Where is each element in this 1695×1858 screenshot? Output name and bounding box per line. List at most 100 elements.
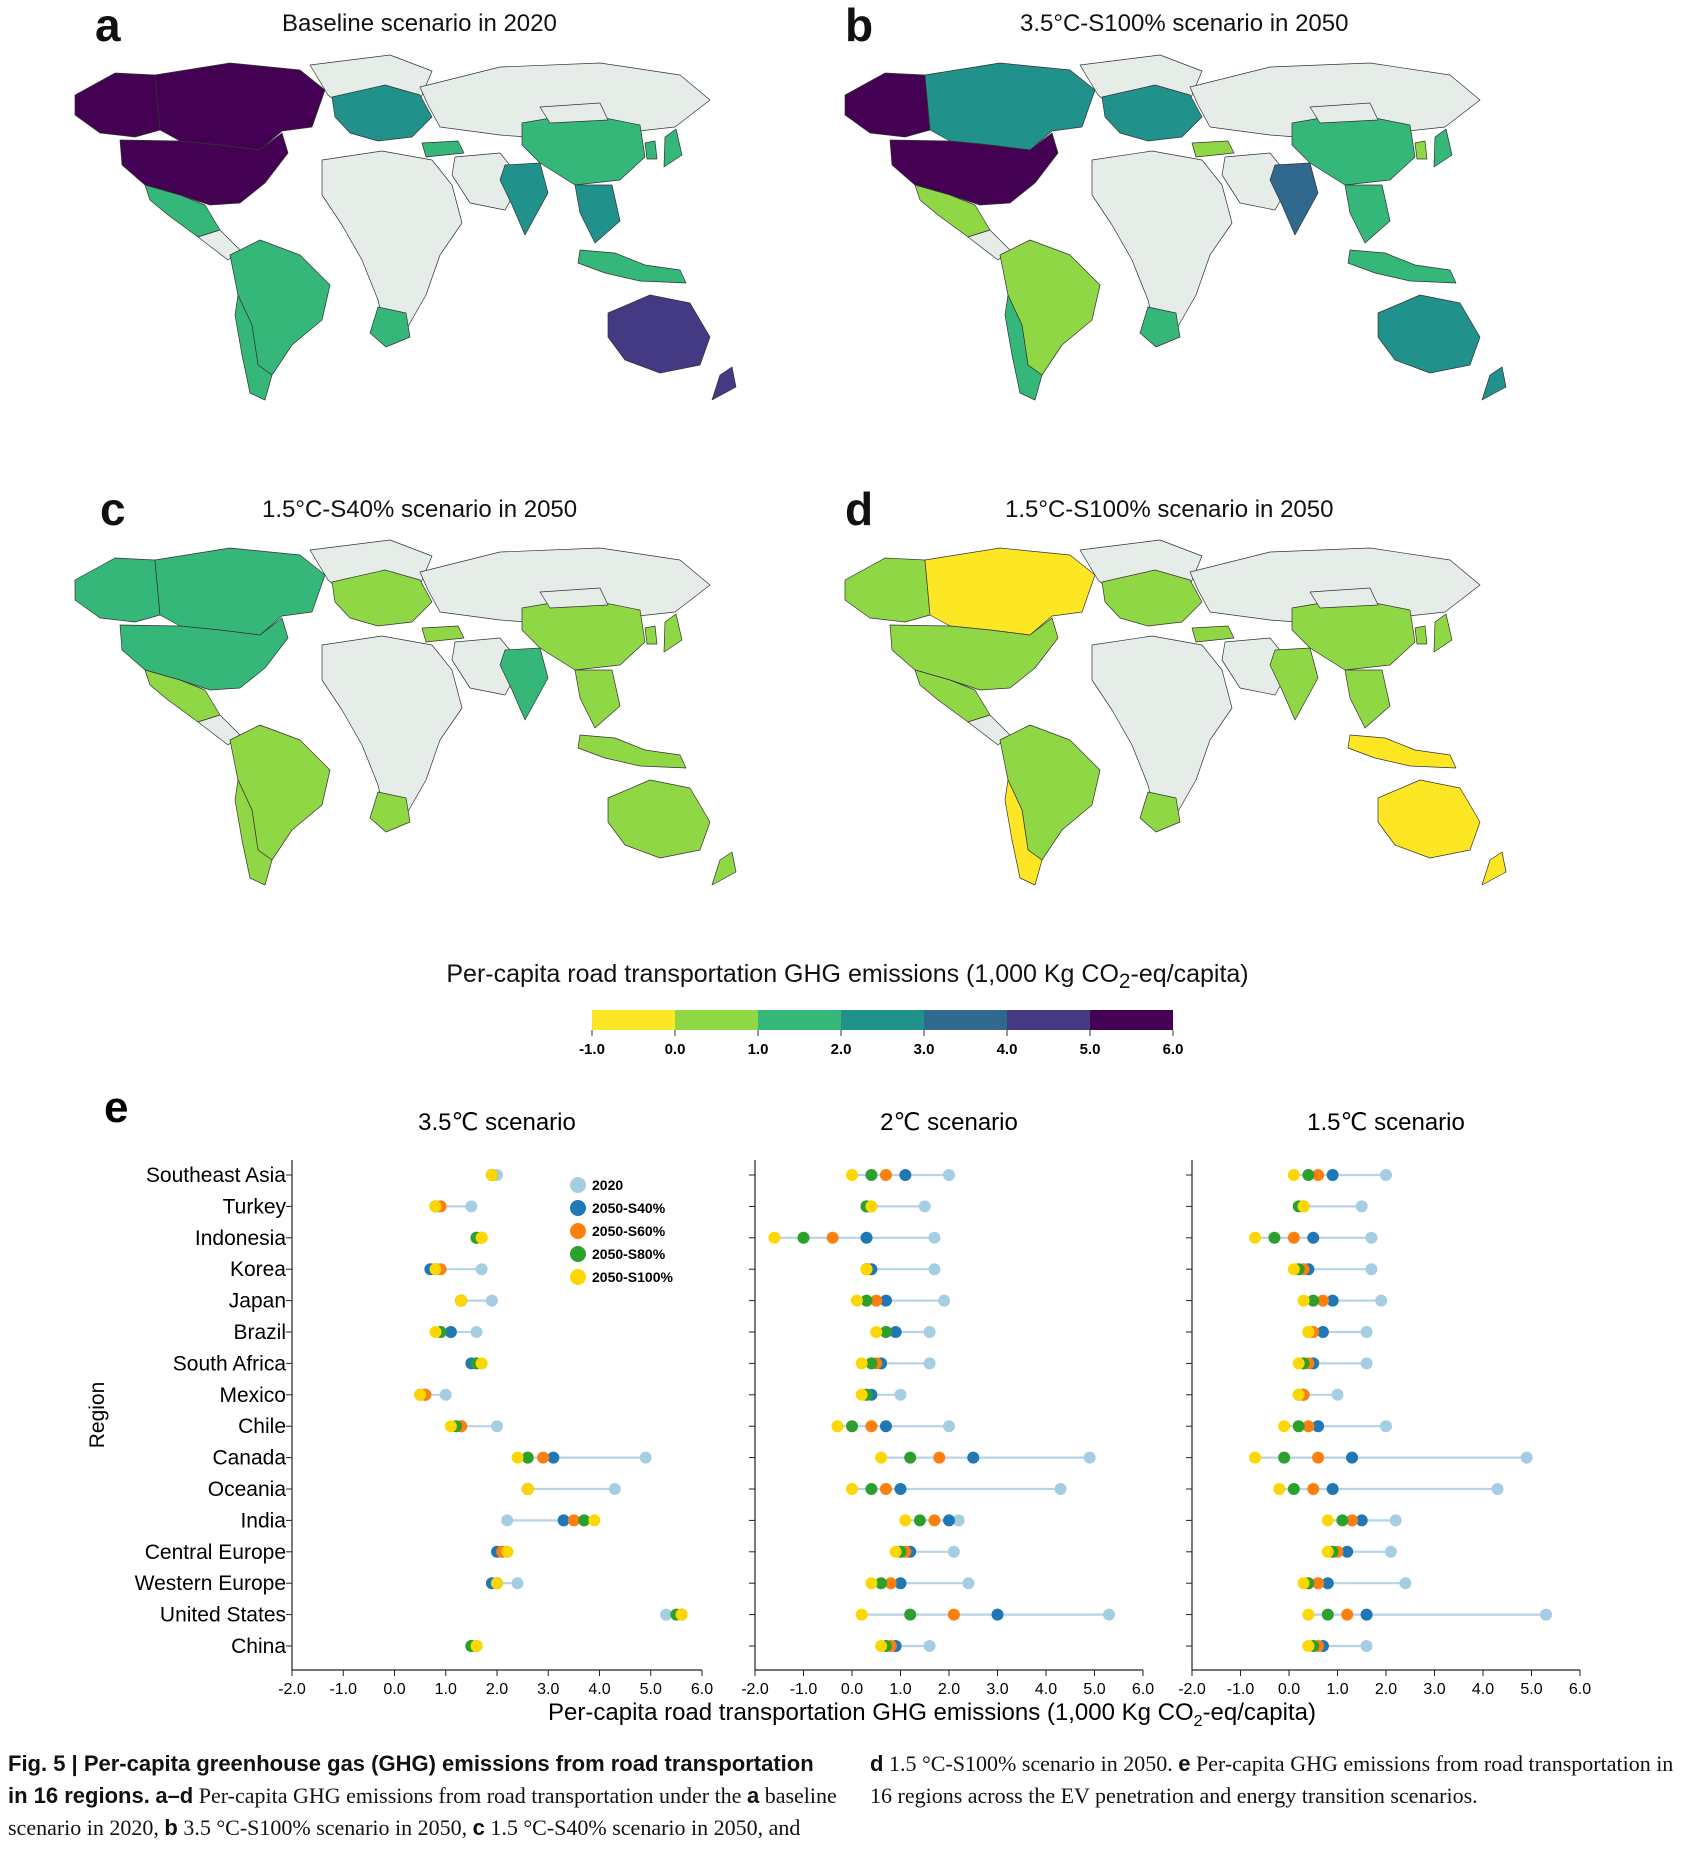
data-point-2050-S60pct [1307, 1483, 1320, 1495]
data-point-2050-S100pct [1292, 1388, 1305, 1401]
world-map-c [74, 539, 737, 886]
map-b [830, 45, 1550, 475]
legend-tick-label: 0.0 [665, 1041, 686, 1058]
region-seasia [1344, 669, 1391, 729]
data-point-2050-S80pct [797, 1231, 810, 1244]
caption-label-b: b [164, 1815, 178, 1840]
region-alaska [74, 557, 161, 623]
data-point-2050-S80pct [1268, 1231, 1281, 1244]
data-point-2020 [1380, 1420, 1392, 1433]
region-label: Mexico [219, 1384, 286, 1407]
data-point-2020 [501, 1514, 514, 1527]
region-indonesia [577, 734, 687, 769]
panel-title-a: Baseline scenario in 2020 [282, 10, 557, 37]
legend-colorbar: -1.0 0.0 1.0 2.0 3.0 4.0 5.0 6.0 [579, 1010, 1184, 1058]
x-tick-label: -1.0 [329, 1681, 357, 1698]
region-africa [1091, 150, 1233, 336]
region-africa [321, 150, 463, 336]
data-point-2050-S60pct [1312, 1577, 1325, 1590]
region-alaska [844, 557, 931, 623]
legend-marker [570, 1269, 586, 1285]
data-point-2050-S60pct [928, 1514, 941, 1527]
data-point-2020 [1360, 1640, 1373, 1652]
data-point-2050-S40pct [1341, 1545, 1354, 1558]
data-point-2050-S40pct [1326, 1169, 1339, 1181]
x-tick-label: 1.0 [1326, 1681, 1348, 1698]
region-label: Chile [238, 1415, 286, 1438]
data-point-2050-S80pct [865, 1483, 878, 1495]
region-turkey [421, 625, 465, 643]
data-point-2050-S100pct [1287, 1169, 1300, 1181]
region-africa [321, 635, 463, 821]
x-tick-label: 3.0 [537, 1681, 559, 1698]
data-point-2020 [1491, 1483, 1504, 1495]
data-point-2050-S100pct [1297, 1294, 1310, 1307]
data-point-2050-S80pct [1278, 1451, 1291, 1464]
legend-tick-label: 4.0 [997, 1041, 1018, 1058]
data-point-2050-S100pct [1292, 1357, 1305, 1370]
data-point-2050-S100pct [865, 1577, 878, 1590]
data-point-2050-S40pct [879, 1294, 892, 1307]
x-tick-label: -2.0 [1178, 1681, 1206, 1698]
data-point-2020 [1360, 1326, 1373, 1338]
data-point-2020 [608, 1483, 621, 1495]
region-indonesia [1347, 734, 1457, 769]
region-turkey [1191, 140, 1235, 158]
region-japan [663, 128, 683, 168]
x-tick-label: 1.0 [435, 1681, 457, 1698]
x-tick-label: -1.0 [1227, 1681, 1255, 1698]
region-label: Japan [229, 1290, 286, 1313]
world-map-a [74, 54, 737, 401]
data-point-2050-S60pct [933, 1451, 946, 1464]
data-point-2020 [938, 1294, 951, 1307]
map-c [60, 530, 780, 960]
caption-label-e: e [1178, 1751, 1191, 1776]
x-tick-label: 5.0 [1083, 1681, 1105, 1698]
data-point-2050-S80pct [904, 1451, 917, 1464]
data-point-2020 [1355, 1200, 1368, 1213]
data-point-2050-S80pct [860, 1294, 873, 1307]
data-point-2050-S100pct [899, 1514, 912, 1527]
data-point-2050-S80pct [865, 1169, 878, 1181]
data-point-2050-S40pct [1360, 1608, 1373, 1621]
data-point-2050-S100pct [475, 1231, 488, 1244]
region-oceania [1377, 779, 1481, 859]
region-nz [711, 366, 737, 401]
x-tick-label: 5.0 [640, 1681, 662, 1698]
data-point-2050-S100pct [1302, 1608, 1315, 1621]
legend-title-prefix: Per-capita road transportation GHG emiss… [446, 960, 1119, 988]
region-japan [1433, 128, 1453, 168]
data-point-2020 [1384, 1545, 1397, 1558]
data-point-2050-S100pct [846, 1483, 858, 1495]
x-tick-label: -2.0 [741, 1681, 769, 1698]
region-label: Indonesia [195, 1227, 286, 1250]
legend-tick-label: 5.0 [1080, 1041, 1101, 1058]
color-legend: Per-capita road transportation GHG emiss… [0, 960, 1695, 1080]
region-korea [1414, 140, 1428, 160]
legend-swatch [924, 1010, 1007, 1030]
data-point-2050-S80pct [913, 1514, 926, 1527]
region-label: South Africa [173, 1352, 287, 1375]
data-point-2020 [1380, 1169, 1392, 1181]
region-korea [1414, 625, 1428, 645]
data-point-2020 [923, 1357, 936, 1370]
legend-tick-label: 6.0 [1163, 1041, 1184, 1058]
data-point-2020 [639, 1451, 652, 1464]
data-point-2050-S40pct [943, 1514, 955, 1527]
data-point-2050-S100pct [675, 1608, 688, 1621]
data-point-2020 [1375, 1294, 1388, 1307]
data-point-2050-S100pct [444, 1420, 457, 1433]
data-point-2050-S80pct [1336, 1514, 1349, 1527]
world-map-b [844, 54, 1507, 401]
x-tick-label: 2.0 [486, 1681, 508, 1698]
data-point-2020 [465, 1200, 478, 1213]
data-point-2050-S100pct [870, 1326, 883, 1338]
legend-marker [570, 1177, 586, 1193]
data-point-2050-S100pct [475, 1357, 488, 1370]
region-russia [1189, 62, 1481, 141]
region-indonesia [1347, 249, 1457, 284]
region-south-africa [1139, 306, 1181, 348]
data-point-2050-S100pct [521, 1483, 534, 1495]
legend-entry: 2050-S40% [592, 1200, 666, 1216]
data-point-2050-S60pct [826, 1231, 839, 1244]
